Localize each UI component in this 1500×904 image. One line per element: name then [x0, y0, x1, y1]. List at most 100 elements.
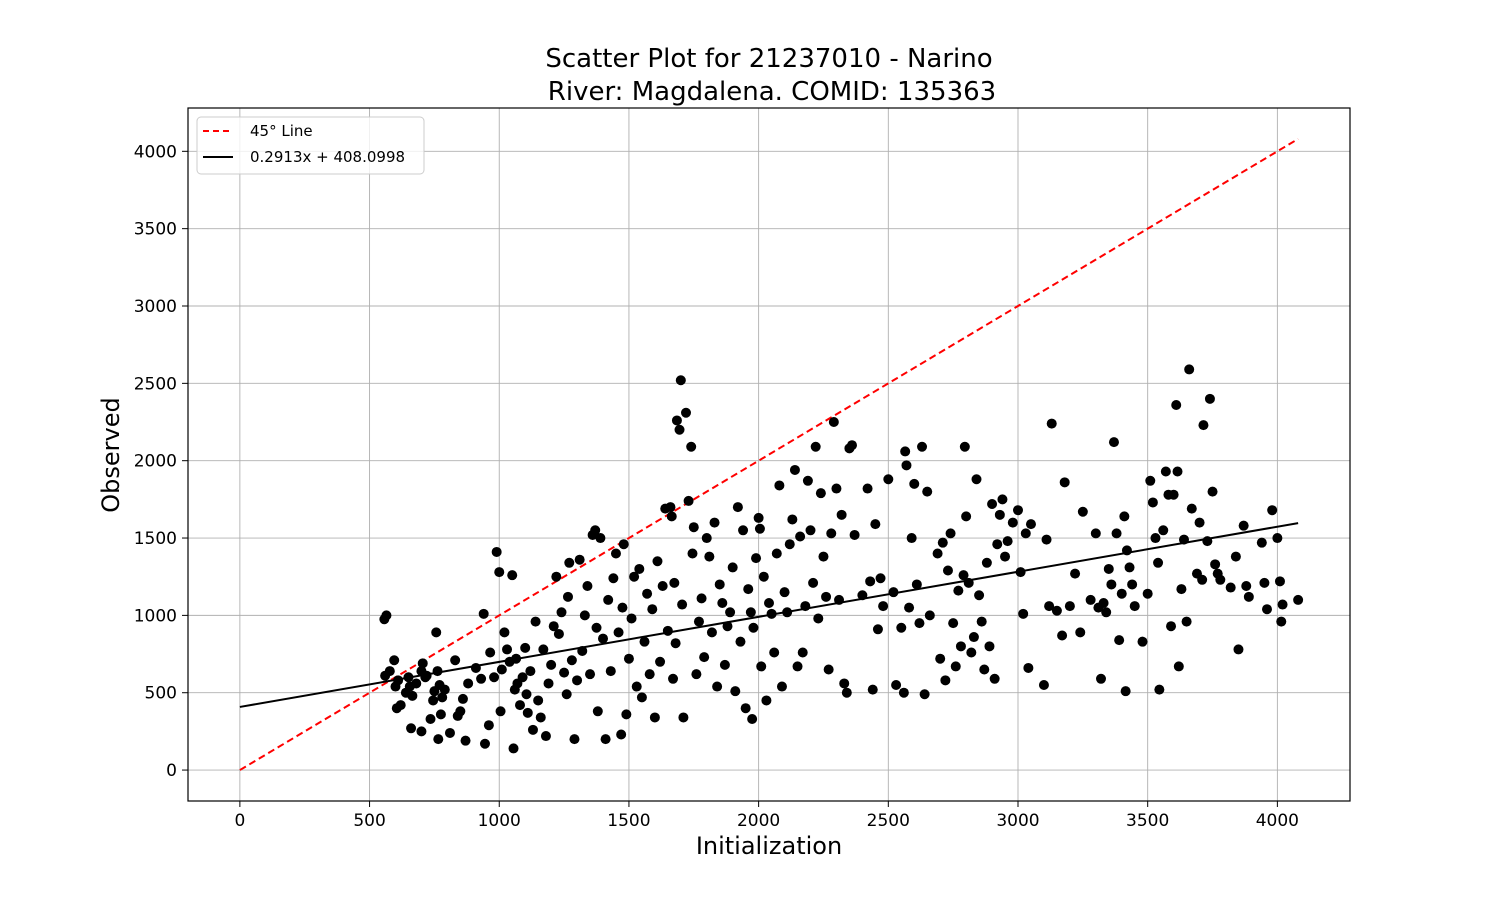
data-point [420, 672, 431, 683]
data-point [751, 553, 762, 564]
data-point [1013, 505, 1023, 516]
data-point [917, 441, 928, 452]
data-point [647, 604, 658, 615]
data-point [389, 655, 400, 666]
data-point [937, 537, 948, 548]
data-point [1160, 466, 1171, 477]
data-point [1145, 475, 1156, 486]
data-point [974, 590, 985, 601]
data-point [433, 734, 444, 745]
data-point [649, 712, 660, 723]
data-point [508, 743, 519, 754]
data-point [626, 613, 637, 624]
data-point [1158, 525, 1169, 536]
data-point [764, 598, 774, 608]
data-point [428, 695, 439, 706]
data-point [878, 601, 889, 612]
data-point [1179, 534, 1189, 545]
data-point [483, 720, 494, 731]
data-point [797, 647, 808, 658]
data-point [1166, 621, 1177, 632]
data-point [857, 590, 868, 601]
data-point [875, 573, 886, 584]
data-point [1137, 636, 1148, 647]
data-point [390, 681, 401, 692]
legend-label-identity: 45° Line [250, 122, 313, 140]
data-point [678, 712, 689, 723]
data-point [782, 607, 793, 618]
y-tick-label: 2500 [134, 374, 177, 394]
data-point [1059, 477, 1070, 488]
data-point [1106, 579, 1117, 590]
data-point [1230, 551, 1241, 562]
data-point [411, 678, 422, 689]
data-point [1225, 582, 1236, 593]
data-point [521, 689, 532, 700]
data-point [900, 446, 911, 457]
data-point [548, 621, 559, 632]
data-point [595, 533, 606, 544]
data-point [1124, 562, 1135, 573]
data-point [971, 474, 982, 485]
data-point [959, 441, 970, 452]
data-point [810, 441, 821, 452]
data-point [753, 512, 764, 523]
data-point [642, 588, 653, 599]
data-point [566, 655, 577, 666]
data-point [766, 608, 777, 619]
data-point [489, 672, 500, 683]
data-point [706, 627, 717, 638]
x-tick-label: 2000 [737, 811, 780, 831]
plot-frame [187, 107, 1351, 802]
y-tick-label: 500 [145, 684, 177, 704]
data-point [942, 565, 953, 576]
data-point [669, 577, 680, 588]
data-point [945, 528, 956, 539]
data-point [802, 475, 813, 486]
chart-subtitle: River: Magdalena. COMID: 135363 [548, 77, 996, 107]
data-point [968, 632, 979, 643]
identity-line [239, 138, 1299, 771]
data-point [1018, 608, 1029, 619]
data-point [655, 656, 666, 667]
data-point [688, 522, 699, 533]
data-point [992, 539, 1003, 550]
data-point [914, 618, 925, 629]
data-point [520, 642, 531, 653]
data-point [639, 636, 650, 647]
data-point [582, 580, 593, 591]
data-point [437, 692, 448, 703]
data-point [657, 580, 668, 591]
data-point [1215, 574, 1226, 585]
data-point [432, 666, 443, 677]
data-point [771, 548, 782, 559]
data-point [1064, 601, 1075, 612]
legend-box [196, 116, 425, 175]
data-point [976, 616, 987, 627]
data-point [623, 653, 634, 664]
data-point [384, 666, 395, 677]
data-point [381, 610, 392, 621]
y-tick-label: 1500 [134, 529, 177, 549]
data-point [1044, 601, 1055, 612]
data-point [865, 576, 876, 587]
data-point [608, 573, 619, 584]
data-point [444, 727, 455, 738]
data-point [406, 723, 417, 734]
data-point [1243, 591, 1254, 602]
data-point [758, 571, 769, 582]
data-point [1116, 588, 1127, 599]
data-point [779, 587, 790, 598]
data-point [591, 622, 602, 633]
data-point [507, 570, 518, 581]
data-point [987, 499, 998, 509]
data-point [787, 514, 798, 525]
data-point [665, 502, 676, 513]
data-point [725, 607, 736, 618]
data-point [538, 644, 549, 655]
data-point [598, 633, 608, 644]
data-point [888, 587, 899, 598]
y-tick-label: 1000 [134, 606, 177, 626]
data-point [455, 706, 466, 717]
